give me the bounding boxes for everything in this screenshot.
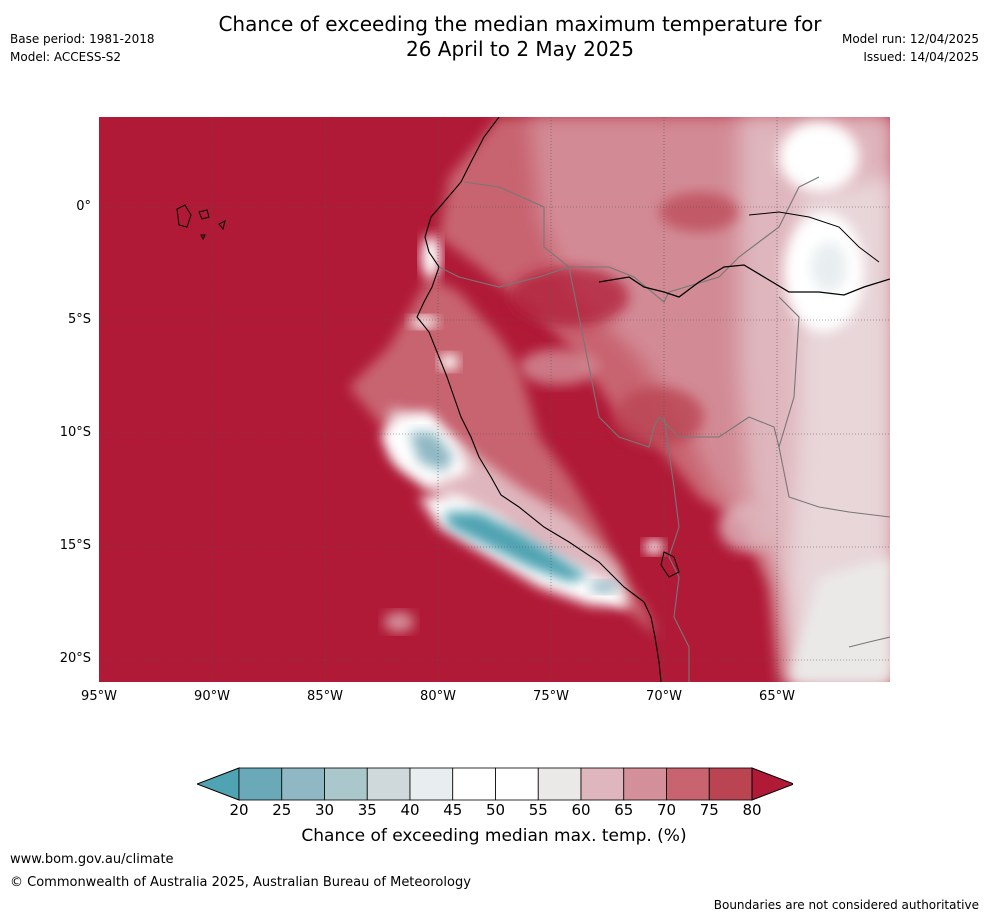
footer-url: www.bom.gov.au/climate	[10, 852, 174, 867]
footer-copyright: © Commonwealth of Australia 2025, Austra…	[10, 875, 471, 890]
colorbar-segment	[666, 767, 710, 801]
lon-tick-4: 75°W	[533, 689, 569, 704]
colorbar-label: 75	[699, 801, 719, 819]
title-line-1: Chance of exceeding the median maximum t…	[218, 12, 822, 36]
lon-tick-1: 90°W	[194, 689, 230, 704]
base-period: Base period: 1981-2018	[10, 32, 155, 46]
map-canvas	[99, 117, 890, 682]
issued-date: Issued: 14/04/2025	[863, 50, 979, 64]
title-line-2: 26 April to 2 May 2025	[406, 37, 634, 61]
coastline	[416, 117, 662, 682]
colorbar-segment	[409, 767, 454, 801]
country-borders	[438, 176, 890, 682]
map-area	[99, 117, 890, 682]
river-upper	[748, 211, 880, 263]
colorbar-segment	[580, 767, 625, 801]
colorbar-segment	[324, 767, 368, 801]
lake-titicaca	[660, 551, 680, 578]
meta-right: Model run: 12/04/2025 Issued: 14/04/2025	[842, 30, 979, 66]
lat-tick-1: 5°S	[67, 312, 91, 327]
colorbar-segment	[537, 767, 582, 801]
lat-tick-0: 0°	[76, 199, 91, 214]
lon-tick-3: 80°W	[420, 689, 456, 704]
river-line	[598, 264, 890, 298]
colorbar-segment	[452, 767, 496, 801]
galapagos-islands	[176, 204, 226, 241]
gridlines	[99, 117, 890, 682]
colorbar-label: 80	[742, 801, 762, 819]
colorbar-segment	[495, 767, 539, 801]
lon-tick-2: 85°W	[307, 689, 343, 704]
model-name: Model: ACCESS-S2	[10, 50, 122, 64]
colorbar-segment	[366, 767, 411, 801]
colorbar-label: 30	[314, 801, 335, 819]
colorbar-label: 40	[400, 801, 420, 819]
colorbar-label: 65	[614, 801, 634, 819]
colorbar-label: 60	[571, 801, 591, 819]
model-run: Model run: 12/04/2025	[841, 32, 979, 46]
lat-tick-2: 10°S	[59, 425, 91, 440]
colorbar-label: 35	[357, 801, 377, 819]
colorbar-segment	[238, 767, 283, 801]
footer-disclaimer: Boundaries are not considered authoritat…	[713, 898, 979, 912]
lat-tick-4: 20°S	[59, 651, 91, 666]
colorbar-segments	[197, 767, 793, 801]
colorbar	[197, 767, 793, 801]
lat-tick-3: 15°S	[59, 538, 91, 553]
colorbar-title: Chance of exceeding median max. temp. (%…	[301, 826, 687, 846]
meta-left: Base period: 1981-2018 Model: ACCESS-S2	[10, 30, 155, 66]
colorbar-label: 70	[656, 801, 677, 819]
colorbar-label: 50	[485, 801, 506, 819]
lon-tick-5: 70°W	[646, 689, 682, 704]
map-title: Chance of exceeding the median maximum t…	[180, 12, 860, 62]
colorbar-label: 45	[443, 801, 463, 819]
colorbar-segment	[281, 767, 325, 801]
colorbar-high-arrow	[751, 767, 793, 801]
colorbar-label: 20	[229, 801, 249, 819]
colorbar-segment	[708, 767, 753, 801]
coastal-anomaly	[349, 235, 664, 637]
colorbar-low-arrow	[197, 767, 240, 801]
colorbar-segment	[623, 767, 667, 801]
lon-tick-0: 95°W	[81, 689, 117, 704]
lon-tick-6: 65°W	[759, 689, 795, 704]
colorbar-label: 55	[528, 801, 548, 819]
colorbar-label: 25	[272, 801, 292, 819]
